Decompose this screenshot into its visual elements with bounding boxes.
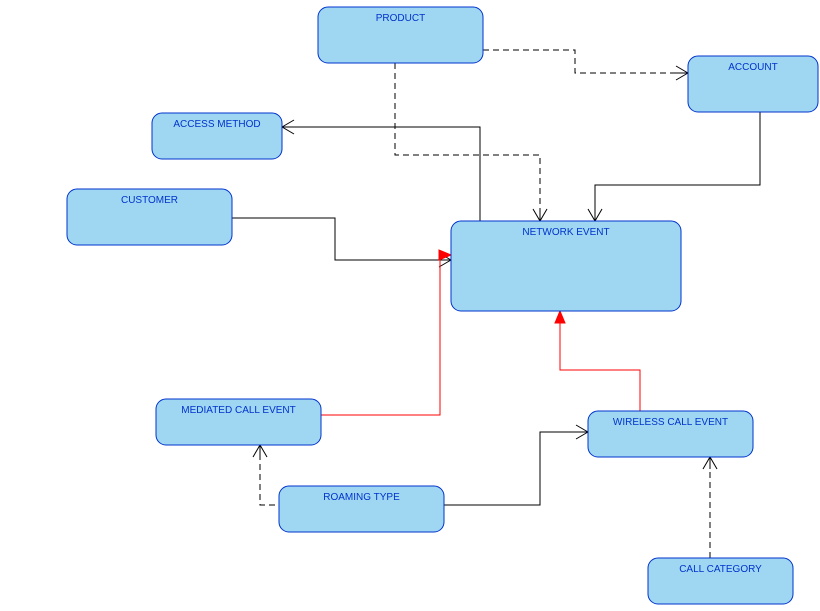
node-label: MEDIATED CALL EVENT: [181, 405, 295, 416]
crowfoot: [282, 120, 294, 134]
node-label: CALL CATEGORY: [679, 564, 762, 575]
edge-roaming-wireless-a: [444, 432, 588, 505]
node-label: ACCOUNT: [728, 62, 777, 73]
crowfoot: [253, 445, 267, 457]
nodes-layer: PRODUCT ACCOUNT ACCESS METHOD CUSTOMER NETWO…: [67, 7, 818, 604]
edge-product-network: [395, 63, 540, 221]
node-wireless_call_event[interactable]: WIRELESS CALL EVENT: [588, 411, 753, 457]
edge-customer-network: [232, 218, 451, 260]
node-mediated_call_event[interactable]: MEDIATED CALL EVENT: [156, 399, 321, 445]
crowfoot: [676, 66, 688, 80]
node-access_method[interactable]: ACCESS METHOD: [152, 113, 282, 159]
node-label: ROAMING TYPE: [323, 492, 400, 503]
node-label: WIRELESS CALL EVENT: [613, 417, 728, 428]
node-account[interactable]: ACCOUNT: [688, 56, 818, 112]
node-label: PRODUCT: [376, 13, 425, 24]
crowfoot: [576, 425, 588, 439]
node-label: ACCESS METHOD: [173, 119, 260, 130]
node-call_category[interactable]: CALL CATEGORY: [648, 558, 793, 604]
edge-access-network: [282, 127, 480, 221]
edge-product-account: [483, 50, 688, 73]
edge-wireless-network: [560, 311, 640, 411]
edge-account-network: [595, 112, 760, 221]
arrowhead: [555, 311, 565, 323]
node-label: NETWORK EVENT: [522, 227, 609, 238]
node-network_event[interactable]: NETWORK EVENT: [451, 221, 681, 311]
crowfoot: [703, 457, 717, 469]
node-product[interactable]: PRODUCT: [318, 7, 483, 63]
crowfoot: [588, 209, 602, 221]
node-label: CUSTOMER: [121, 195, 178, 206]
node-customer[interactable]: CUSTOMER: [67, 189, 232, 245]
crowfoot: [533, 209, 547, 221]
node-roaming_type[interactable]: ROAMING TYPE: [279, 486, 444, 532]
diagram-canvas: PRODUCT ACCOUNT ACCESS METHOD CUSTOMER NETWO…: [0, 0, 820, 611]
edge-mediated-network: [321, 255, 451, 415]
